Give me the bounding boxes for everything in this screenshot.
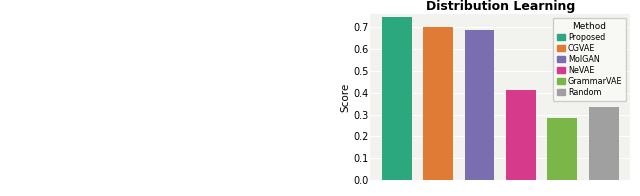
Legend: Proposed, CGVAE, MolGAN, NeVAE, GrammarVAE, Random: Proposed, CGVAE, MolGAN, NeVAE, GrammarV… <box>552 18 627 101</box>
Text: 0.286: 0.286 <box>557 154 567 178</box>
Text: 0.699: 0.699 <box>433 151 443 174</box>
Text: 0.743: 0.743 <box>392 150 401 174</box>
Y-axis label: Score: Score <box>340 82 350 112</box>
Bar <box>589 107 619 180</box>
Text: 0.413: 0.413 <box>516 153 525 177</box>
Bar <box>506 90 536 180</box>
Bar <box>423 27 453 180</box>
Text: 0.334: 0.334 <box>599 153 608 177</box>
Title: Distribution Learning: Distribution Learning <box>426 0 575 13</box>
Bar <box>547 118 577 180</box>
Bar <box>381 17 412 180</box>
Bar <box>465 30 494 180</box>
Text: 0.687: 0.687 <box>475 150 484 174</box>
